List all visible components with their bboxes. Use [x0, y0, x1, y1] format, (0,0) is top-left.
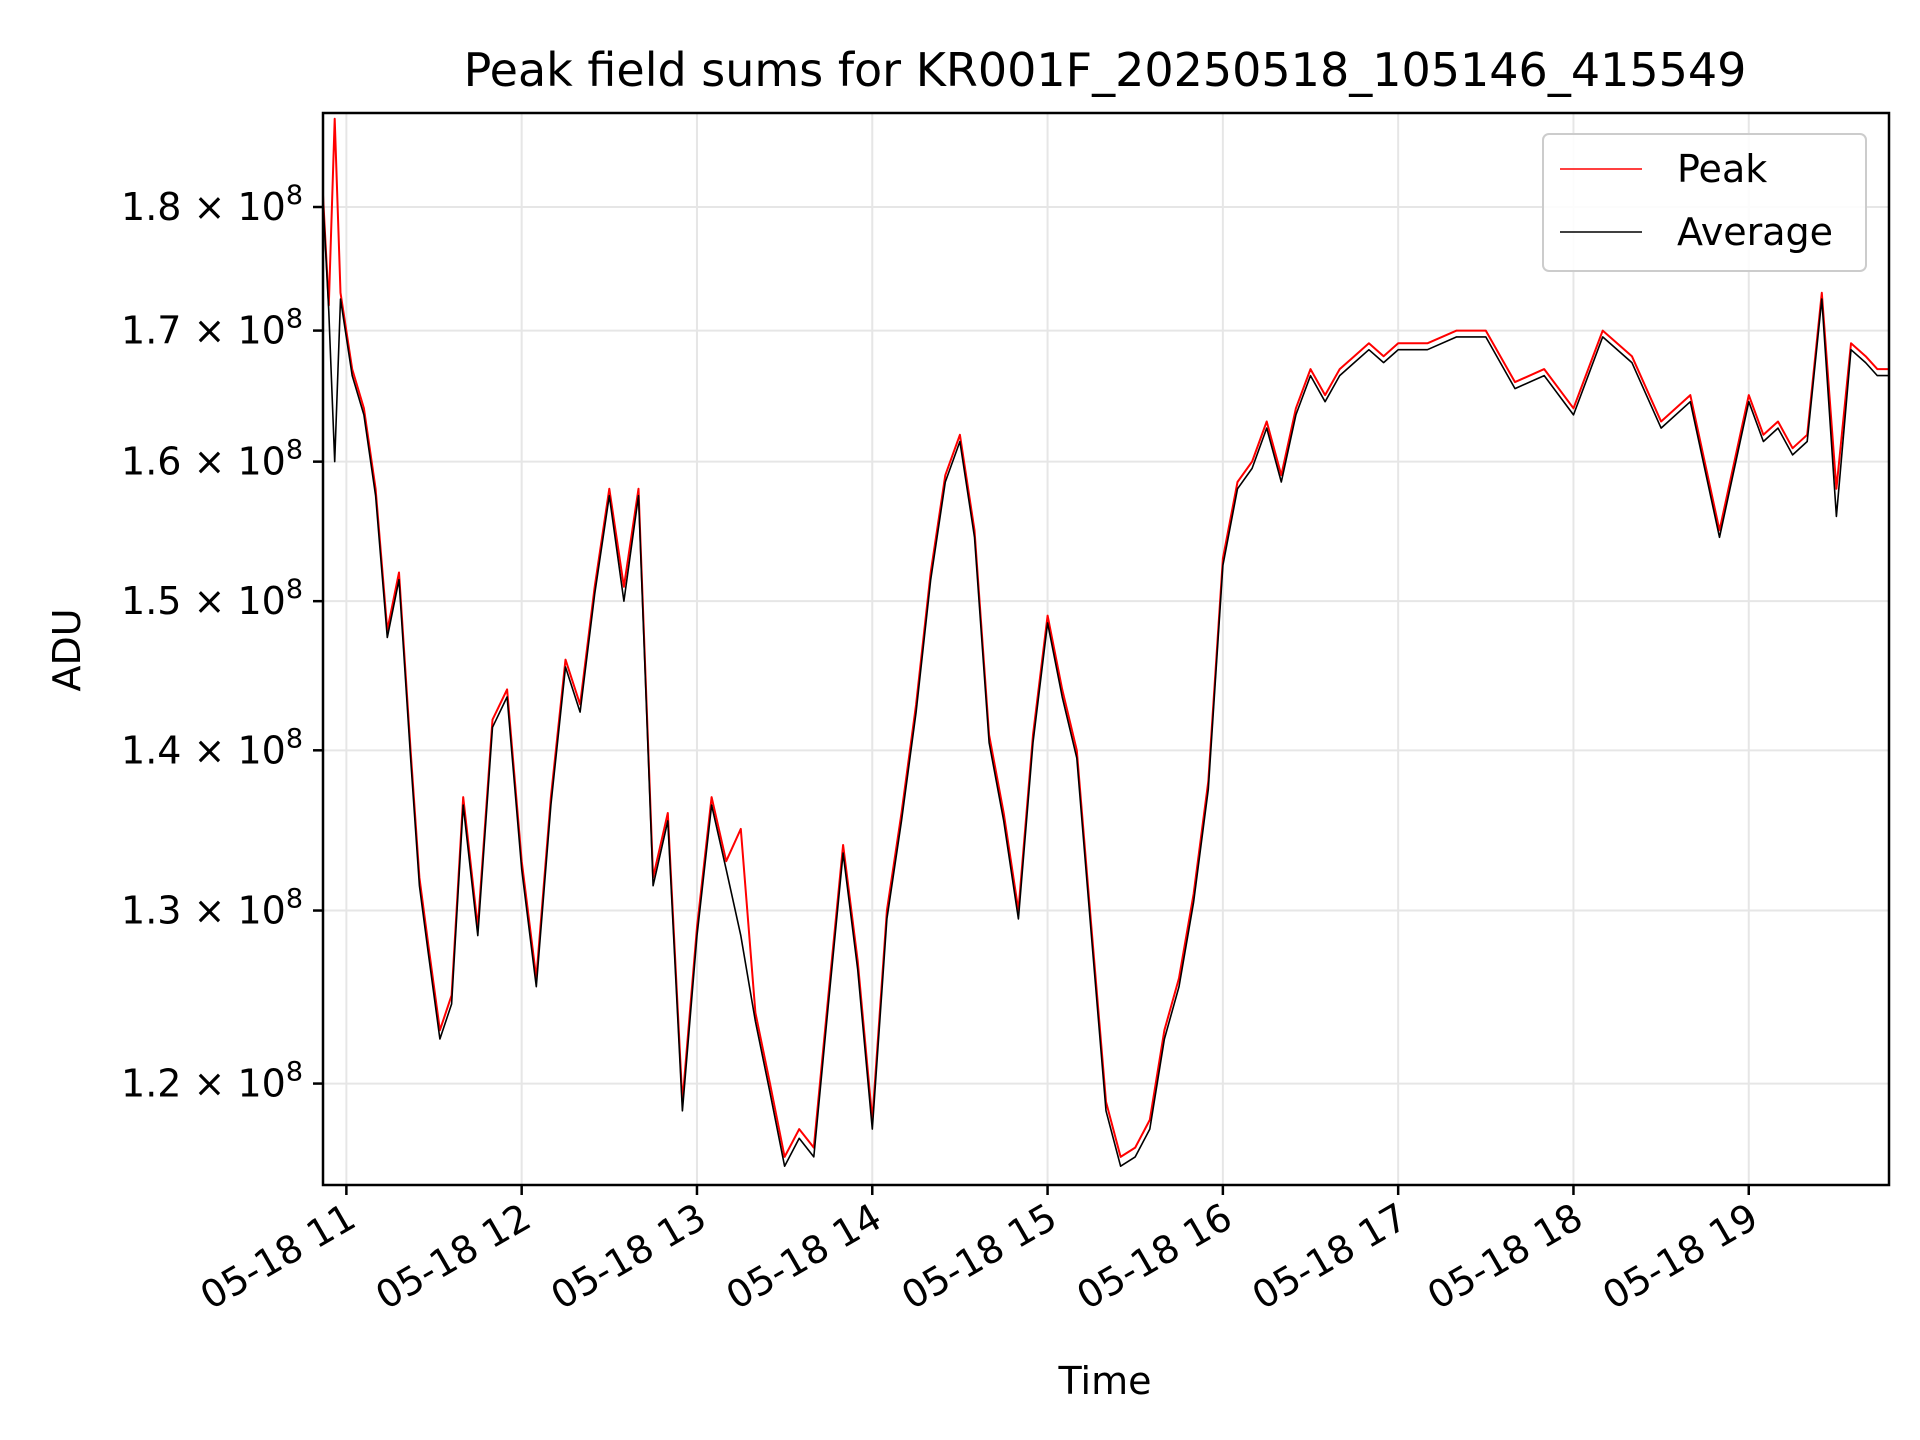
- legend: Peak Average: [1542, 133, 1867, 272]
- y-tick-label: 1.2 × 108: [121, 1057, 303, 1106]
- y-axis: 1.2 × 108 1.3 × 108 1.4 × 108 1.5 × 108 1.6 …: [121, 180, 323, 1106]
- y-tick-label: 1.8 × 108: [121, 180, 303, 229]
- chart-title: Peak field sums for KR001F_20250518_1051…: [464, 43, 1747, 97]
- series-line-average: [323, 200, 1889, 1167]
- y-tick-label: 1.3 × 108: [121, 884, 303, 933]
- legend-label-peak: Peak: [1677, 147, 1767, 191]
- x-axis-label: Time: [1058, 1359, 1152, 1403]
- y-axis-label: ADU: [45, 608, 89, 691]
- y-tick-label: 1.5 × 108: [121, 574, 303, 623]
- y-tick-label: 1.7 × 108: [121, 304, 303, 353]
- y-tick-label: 1.4 × 108: [121, 723, 303, 772]
- gridlines: [323, 113, 1889, 1185]
- legend-label-average: Average: [1677, 210, 1833, 254]
- series-lines: [323, 117, 1889, 1167]
- y-tick-label: 1.6 × 108: [121, 435, 303, 484]
- plot-frame: [321, 111, 1891, 1187]
